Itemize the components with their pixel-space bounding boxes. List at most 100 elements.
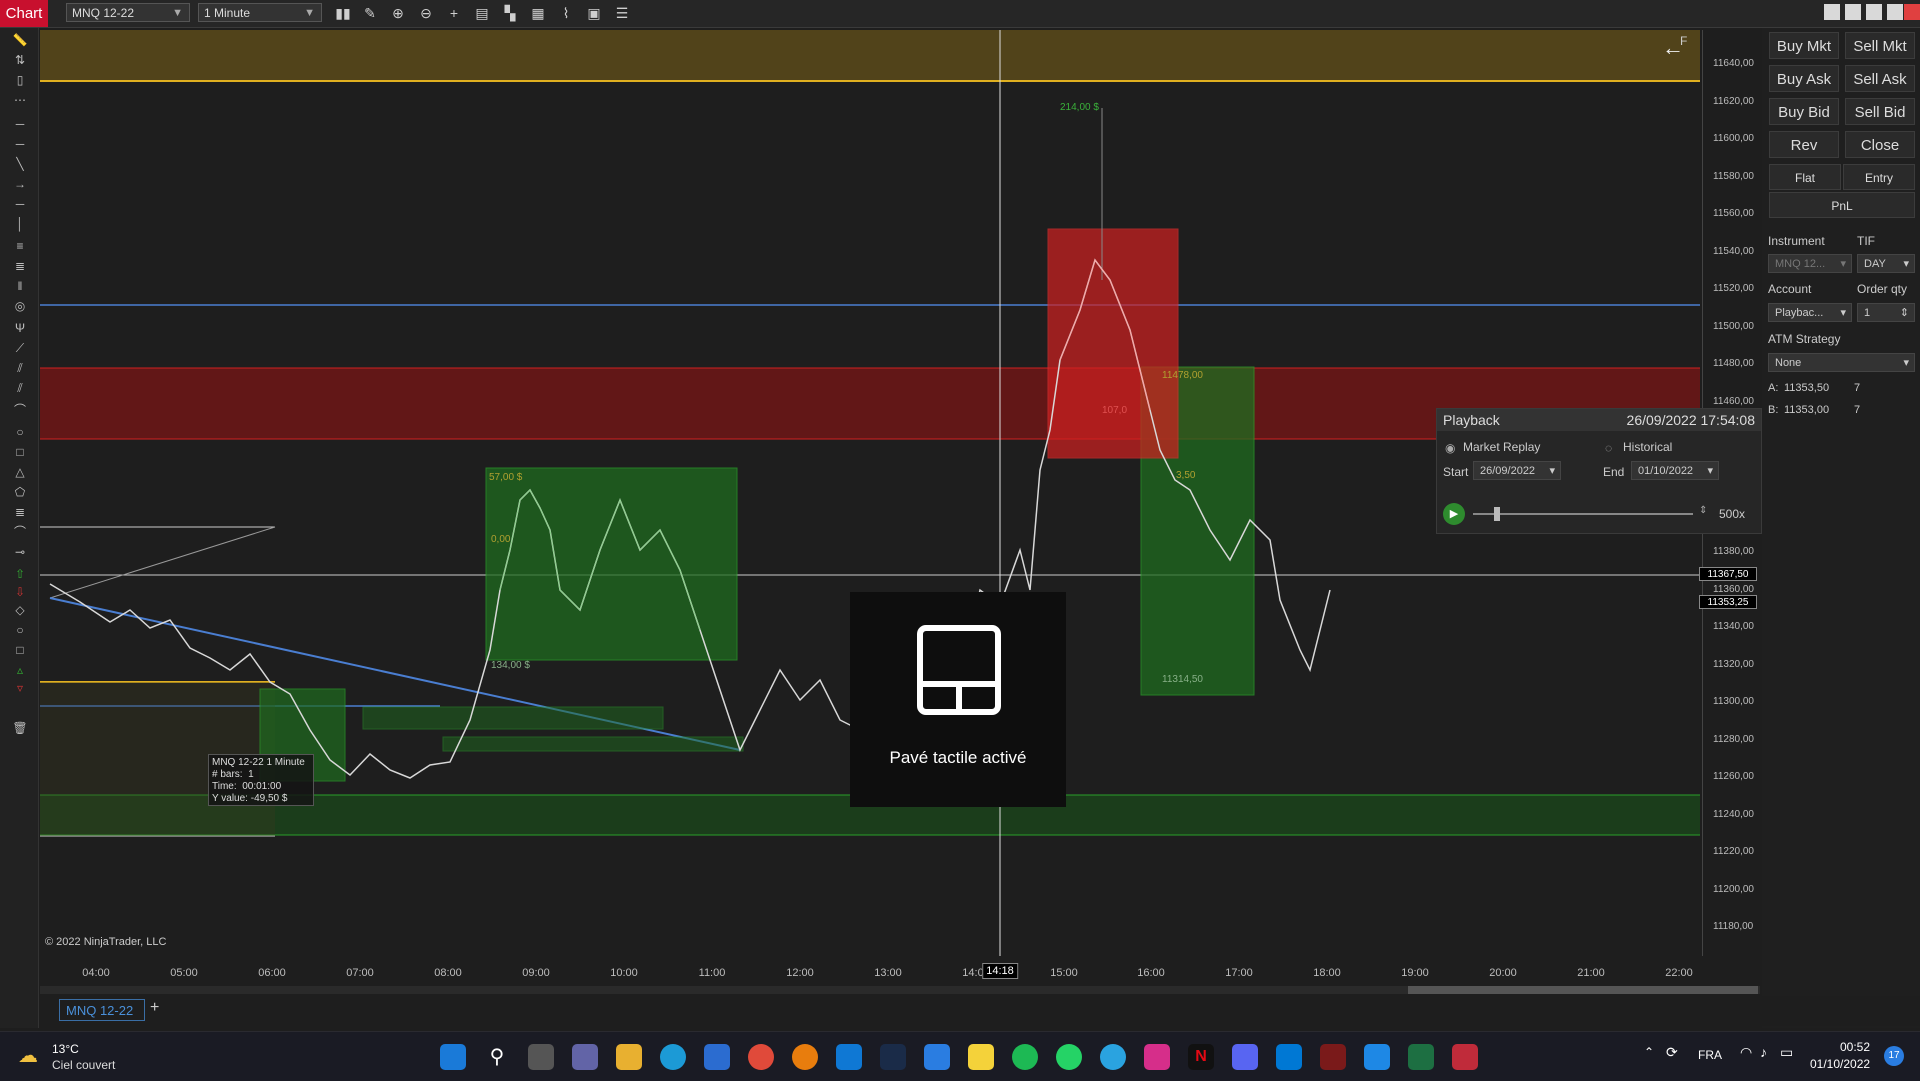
clock-date[interactable]: 01/10/2022	[1810, 1057, 1871, 1071]
weather-icon[interactable]: ☁	[18, 1045, 38, 1067]
fibonacci-retracement-icon[interactable]: ≡	[16, 239, 24, 253]
time-cycles-icon[interactable]: ⋯	[14, 93, 26, 107]
triangle-up-icon[interactable]: ▵	[16, 663, 24, 677]
whatsapp-icon[interactable]	[1056, 1044, 1082, 1070]
buy-ask-button[interactable]: Buy Ask	[1769, 65, 1839, 92]
interval-selector[interactable]: 1 Minute ▼	[198, 3, 322, 22]
instrument-selector[interactable]: MNQ 12-22 ▼	[66, 3, 190, 22]
stepper-arrows-icon[interactable]: ⇕	[1899, 307, 1909, 319]
order-qty-stepper[interactable]: 1 ⇕	[1857, 303, 1915, 322]
snipping-tool-icon[interactable]	[1452, 1044, 1478, 1070]
playback-control-window[interactable]: Playback 26/09/2022 17:54:08 ◉ Market Re…	[1436, 408, 1762, 534]
trash-icon[interactable]: 🗑	[12, 721, 28, 735]
playback-header[interactable]: Playback 26/09/2022 17:54:08	[1437, 409, 1761, 431]
blender-icon[interactable]	[792, 1044, 818, 1070]
polygon-icon[interactable]: ⬠	[14, 485, 26, 499]
chrome-icon[interactable]	[748, 1044, 774, 1070]
start-icon[interactable]	[440, 1044, 466, 1070]
vertical-line-icon[interactable]: │	[16, 217, 24, 231]
instrument-dropdown[interactable]: MNQ 12... ▾	[1768, 254, 1852, 273]
market-replay-option[interactable]: Market Replay	[1463, 440, 1541, 454]
stepper-arrows-icon[interactable]: ⇕	[1699, 505, 1708, 516]
fibonacci-time-icon[interactable]: ‖	[17, 279, 23, 293]
task-view-icon[interactable]	[528, 1044, 554, 1070]
volume-icon[interactable]: ♪	[1760, 1044, 1767, 1060]
notepad-icon[interactable]	[1364, 1044, 1390, 1070]
arrow-down-icon[interactable]: ⇩	[14, 585, 26, 599]
risk-reward-icon[interactable]: ⇅	[14, 53, 26, 67]
square-icon[interactable]: □	[16, 643, 24, 657]
speed-slider[interactable]	[1473, 507, 1693, 521]
properties-icon[interactable]: ▣	[587, 5, 601, 21]
file-explorer-icon[interactable]	[616, 1044, 642, 1070]
horizontal-scrollbar[interactable]	[40, 986, 1760, 994]
restore-icon[interactable]	[1824, 4, 1840, 20]
close-window-button[interactable]	[1904, 4, 1920, 20]
crosshair-icon[interactable]: +	[449, 5, 459, 21]
sticky-notes-icon[interactable]	[968, 1044, 994, 1070]
arc-icon[interactable]: ⌒	[13, 403, 26, 417]
start-date-picker[interactable]: 26/09/2022 ▾	[1473, 461, 1561, 480]
zoom-in-icon[interactable]: ⊕	[392, 5, 404, 21]
prime-video-icon[interactable]	[880, 1044, 906, 1070]
play-icon[interactable]: ▶	[1443, 503, 1465, 525]
buy-market-button[interactable]: Buy Mkt	[1769, 32, 1839, 59]
line-icon[interactable]: ─	[15, 117, 25, 131]
discord-icon[interactable]	[1232, 1044, 1258, 1070]
time-axis[interactable]: 04:00 05:00 06:00 07:00 08:00 09:00 10:0…	[40, 956, 1700, 986]
spotify-icon[interactable]	[1012, 1044, 1038, 1070]
fibonacci-circle-icon[interactable]: ◎	[14, 299, 26, 313]
bar-type-icon[interactable]: ▮▮	[335, 5, 351, 21]
chevron-up-icon[interactable]: ⌃	[1644, 1045, 1655, 1059]
andrews-pitchfork-icon[interactable]: Ψ	[14, 321, 26, 335]
trend-channel-icon[interactable]: ⫽	[17, 381, 23, 395]
arrow-line-icon[interactable]: →	[14, 177, 26, 191]
teams-icon[interactable]	[572, 1044, 598, 1070]
diamond-icon[interactable]: ◇	[15, 603, 25, 617]
path-icon[interactable]: ⌒	[13, 525, 26, 539]
triangle-down-icon[interactable]: ▿	[16, 681, 24, 695]
end-date-picker[interactable]: 01/10/2022 ▾	[1631, 461, 1719, 480]
sell-market-button[interactable]: Sell Mkt	[1845, 32, 1915, 59]
tif-dropdown[interactable]: DAY ▾	[1857, 254, 1915, 273]
netflix-icon[interactable]: N	[1188, 1044, 1214, 1070]
telegram-icon[interactable]	[1100, 1044, 1126, 1070]
maximize-button[interactable]	[1887, 4, 1903, 20]
text-icon[interactable]: ≣	[14, 505, 26, 519]
chart-trader-icon[interactable]: ▚	[504, 5, 516, 21]
language-indicator[interactable]: FRA	[1698, 1048, 1722, 1062]
atm-strategy-dropdown[interactable]: None ▾	[1768, 353, 1915, 372]
mail-icon[interactable]	[836, 1044, 862, 1070]
speed-slider-thumb[interactable]	[1494, 507, 1501, 521]
gann-fan-icon[interactable]: ⟋	[15, 341, 25, 355]
horizontal-line-icon[interactable]: ─	[15, 197, 25, 211]
radio-icon[interactable]: ◌	[1605, 441, 1613, 455]
rectangle-icon[interactable]: □	[16, 445, 24, 459]
battery-icon[interactable]: ▭	[1780, 1044, 1794, 1060]
list-icon[interactable]: ☰	[615, 5, 629, 21]
weather-temp[interactable]: 13°C	[52, 1042, 79, 1056]
todo-icon[interactable]	[924, 1044, 950, 1070]
sell-bid-button[interactable]: Sell Bid	[1845, 98, 1915, 125]
reverse-button[interactable]: Rev	[1769, 131, 1839, 158]
dot-icon[interactable]: ○	[16, 623, 24, 637]
data-box-icon[interactable]: ▤	[475, 5, 489, 21]
draw-pencil-icon[interactable]: ✎	[364, 5, 376, 21]
sync-icon[interactable]: ⟳	[1666, 1044, 1678, 1060]
account-dropdown[interactable]: Playbac... ▾	[1768, 303, 1852, 322]
minimize-button[interactable]	[1866, 4, 1882, 20]
ellipse-icon[interactable]: ○	[16, 425, 24, 439]
vscode-icon[interactable]	[1276, 1044, 1302, 1070]
ninjatrader-icon[interactable]	[1320, 1044, 1346, 1070]
tile-icon[interactable]	[1845, 4, 1861, 20]
zoom-out-icon[interactable]: ⊖	[420, 5, 432, 21]
excel-icon[interactable]	[1408, 1044, 1434, 1070]
edge-icon[interactable]	[660, 1044, 686, 1070]
buy-bid-button[interactable]: Buy Bid	[1769, 98, 1839, 125]
fibonacci-extension-icon[interactable]: ≣	[14, 259, 26, 273]
store-icon[interactable]	[704, 1044, 730, 1070]
ray-icon[interactable]: ╲	[16, 157, 24, 171]
chart-window-tab[interactable]: Chart	[0, 0, 48, 27]
weather-desc[interactable]: Ciel couvert	[52, 1058, 116, 1072]
extended-line-icon[interactable]: ─	[15, 137, 25, 151]
